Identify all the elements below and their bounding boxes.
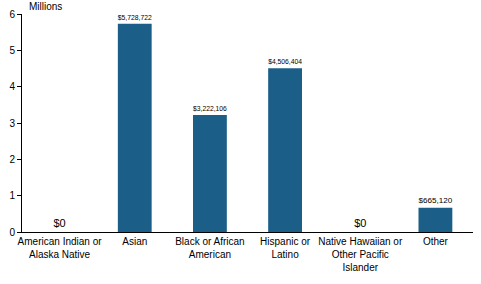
svg-text:$4,506,404: $4,506,404 <box>268 58 302 65</box>
svg-text:Native Hawaiian orOther Pacifi: Native Hawaiian orOther PacificIslander <box>318 236 403 273</box>
svg-text:0: 0 <box>9 227 15 238</box>
svg-text:Millions: Millions <box>29 1 62 12</box>
svg-text:Asian: Asian <box>122 236 147 247</box>
svg-text:5: 5 <box>9 45 15 56</box>
svg-text:6: 6 <box>9 9 15 20</box>
svg-text:American Indian orAlaska Nativ: American Indian orAlaska Native <box>18 236 103 260</box>
svg-text:$0: $0 <box>53 217 65 229</box>
svg-text:$3,222,106: $3,222,106 <box>193 105 227 112</box>
svg-text:3: 3 <box>9 118 15 129</box>
svg-text:1: 1 <box>9 190 15 201</box>
svg-text:Other: Other <box>423 236 449 247</box>
svg-text:4: 4 <box>9 81 15 92</box>
svg-text:$5,728,722: $5,728,722 <box>118 14 152 21</box>
svg-text:Hispanic orLatino: Hispanic orLatino <box>260 236 311 260</box>
svg-text:Black or AfricanAmerican: Black or AfricanAmerican <box>175 236 244 260</box>
svg-text:$0: $0 <box>354 217 366 229</box>
svg-text:$665,120: $665,120 <box>419 196 453 205</box>
svg-text:2: 2 <box>9 154 15 165</box>
